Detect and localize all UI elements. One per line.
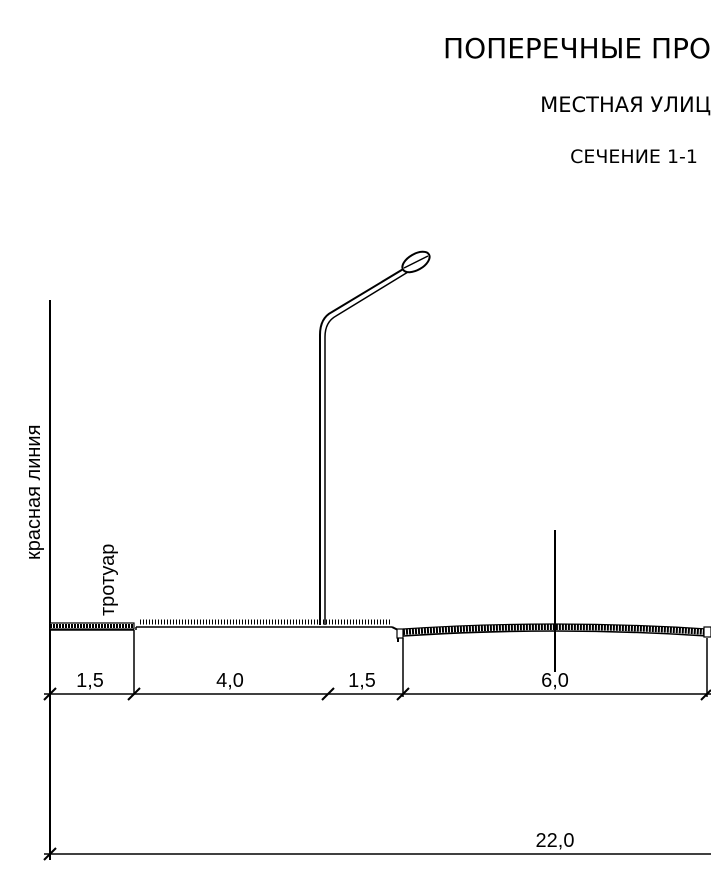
dimension-extension-lines: [133, 630, 708, 697]
drawing-title: ПОПЕРЕЧНЫЕ ПРО: [443, 32, 711, 65]
dimension-carriageway: 6,0: [541, 670, 569, 692]
green-strip-surface: [135, 619, 392, 630]
curb-stone: [396, 628, 404, 639]
sidewalk-surface: [49, 622, 135, 631]
dimension-green-strip: 4,0: [216, 670, 244, 692]
dimension-lamp-zone: 1,5: [348, 670, 376, 692]
street-lamp-icon: [319, 250, 431, 625]
total-dimension-line: [43, 847, 711, 861]
curb-stone-right: [703, 626, 711, 638]
dimension-line-row: [43, 687, 711, 701]
dimension-sidewalk: 1,5: [76, 670, 104, 692]
section-label: СЕЧЕНИЕ 1-1: [570, 146, 698, 168]
drawing-subtitle: МЕСТНАЯ УЛИЦ: [540, 93, 711, 117]
red-line-label: красная линия: [23, 425, 45, 560]
dimension-total: 22,0: [536, 830, 575, 852]
sidewalk-label: тротуар: [97, 544, 119, 616]
